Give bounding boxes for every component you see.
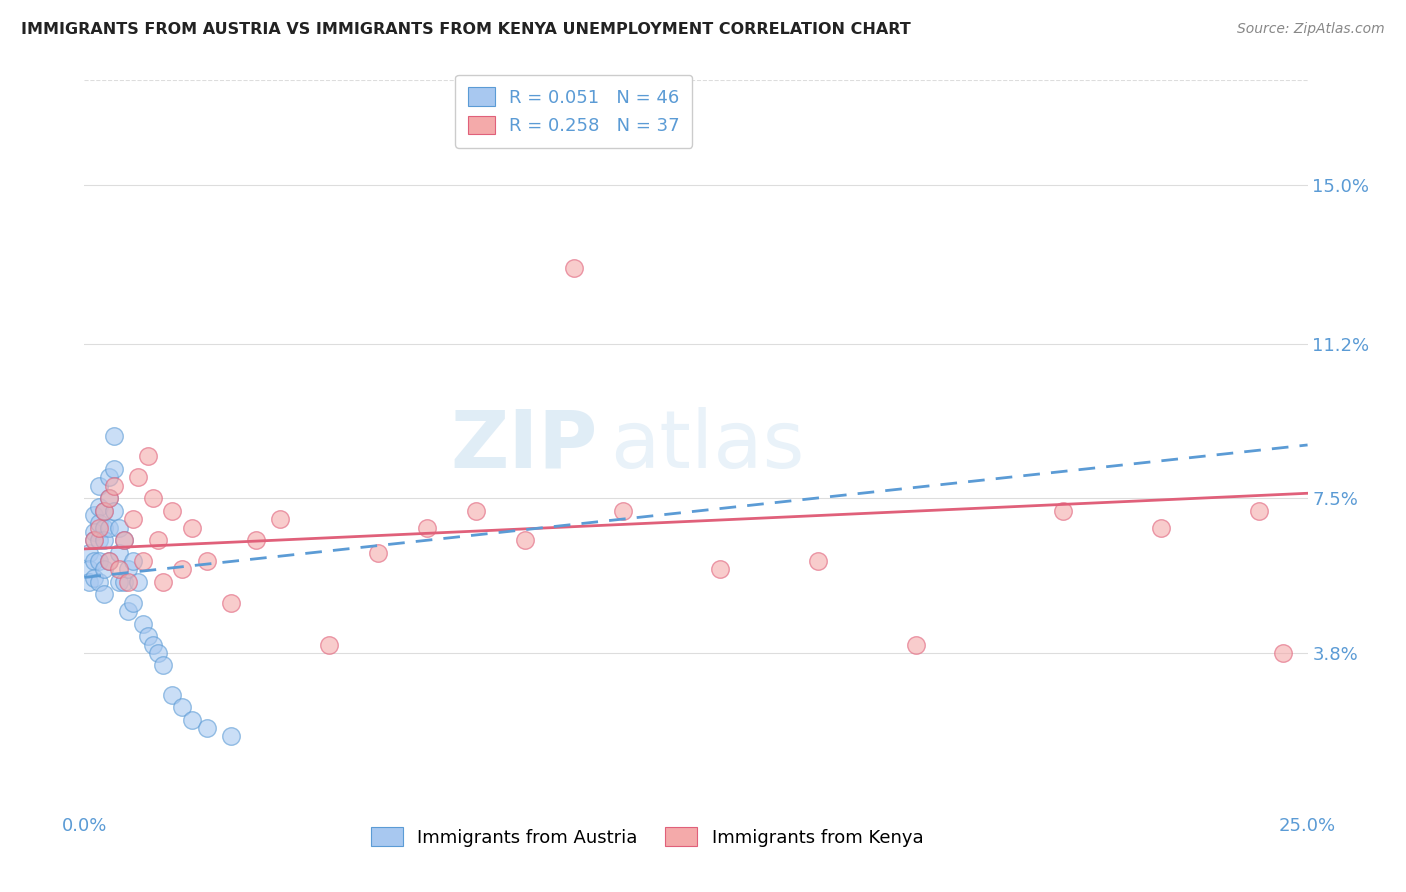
Point xyxy=(152,658,174,673)
Text: Source: ZipAtlas.com: Source: ZipAtlas.com xyxy=(1237,22,1385,37)
Point xyxy=(181,713,204,727)
Point xyxy=(87,500,110,514)
Point xyxy=(97,491,120,506)
Point xyxy=(142,491,165,506)
Legend: Immigrants from Austria, Immigrants from Kenya: Immigrants from Austria, Immigrants from… xyxy=(363,820,931,854)
Point xyxy=(127,470,149,484)
Point xyxy=(107,520,129,534)
Point xyxy=(245,533,267,547)
Point xyxy=(87,520,110,534)
Point xyxy=(1272,646,1295,660)
Point xyxy=(97,470,120,484)
Point xyxy=(103,428,125,442)
Point xyxy=(219,730,242,744)
Point xyxy=(132,554,155,568)
Point xyxy=(562,261,585,276)
Point xyxy=(127,574,149,589)
Point xyxy=(77,574,100,589)
Point xyxy=(367,545,389,559)
Point xyxy=(112,533,135,547)
Point xyxy=(77,545,100,559)
Point xyxy=(269,512,291,526)
Point xyxy=(97,491,120,506)
Point xyxy=(112,574,135,589)
Point xyxy=(1052,504,1074,518)
Point xyxy=(162,504,184,518)
Point xyxy=(195,721,218,735)
Point xyxy=(83,524,105,539)
Point xyxy=(93,562,115,576)
Point xyxy=(97,520,120,534)
Point xyxy=(181,520,204,534)
Point xyxy=(807,554,830,568)
Point xyxy=(416,520,439,534)
Point xyxy=(1150,520,1173,534)
Point xyxy=(93,587,115,601)
Point xyxy=(117,574,139,589)
Point xyxy=(122,554,145,568)
Point xyxy=(83,533,105,547)
Point xyxy=(172,700,194,714)
Point xyxy=(83,533,105,547)
Point xyxy=(93,504,115,518)
Text: ZIP: ZIP xyxy=(451,407,598,485)
Point xyxy=(219,596,242,610)
Point xyxy=(112,533,135,547)
Point xyxy=(513,533,536,547)
Point xyxy=(107,562,129,576)
Point xyxy=(93,533,115,547)
Point xyxy=(117,562,139,576)
Point xyxy=(83,571,105,585)
Point xyxy=(107,545,129,559)
Point xyxy=(117,604,139,618)
Point xyxy=(107,574,129,589)
Point xyxy=(83,554,105,568)
Point xyxy=(103,504,125,518)
Point xyxy=(97,554,120,568)
Point xyxy=(146,646,169,660)
Point xyxy=(905,638,928,652)
Text: IMMIGRANTS FROM AUSTRIA VS IMMIGRANTS FROM KENYA UNEMPLOYMENT CORRELATION CHART: IMMIGRANTS FROM AUSTRIA VS IMMIGRANTS FR… xyxy=(21,22,911,37)
Point xyxy=(77,562,100,576)
Point xyxy=(122,512,145,526)
Point xyxy=(122,596,145,610)
Point xyxy=(195,554,218,568)
Point xyxy=(142,638,165,652)
Point xyxy=(318,638,340,652)
Point xyxy=(709,562,731,576)
Point xyxy=(146,533,169,547)
Point xyxy=(93,520,115,534)
Point xyxy=(1247,504,1270,518)
Point xyxy=(83,508,105,522)
Point xyxy=(87,533,110,547)
Point xyxy=(136,629,159,643)
Point xyxy=(103,462,125,476)
Point xyxy=(97,554,120,568)
Text: atlas: atlas xyxy=(610,407,804,485)
Point xyxy=(87,554,110,568)
Point xyxy=(103,479,125,493)
Point xyxy=(464,504,486,518)
Point xyxy=(172,562,194,576)
Point xyxy=(136,450,159,464)
Point xyxy=(612,504,634,518)
Point xyxy=(152,574,174,589)
Point xyxy=(162,688,184,702)
Point xyxy=(87,516,110,531)
Point xyxy=(132,616,155,631)
Point xyxy=(87,479,110,493)
Point xyxy=(93,504,115,518)
Point xyxy=(87,574,110,589)
